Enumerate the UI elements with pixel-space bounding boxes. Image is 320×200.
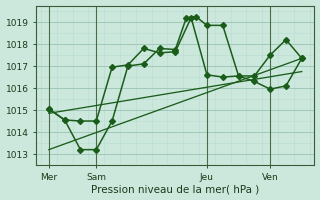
X-axis label: Pression niveau de la mer( hPa ): Pression niveau de la mer( hPa ) (91, 184, 260, 194)
